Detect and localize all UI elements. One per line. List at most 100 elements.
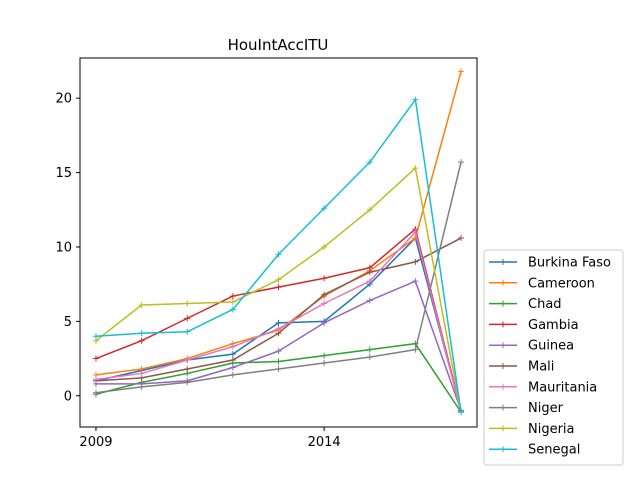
legend-item: Chad bbox=[489, 297, 562, 312]
data-point-marker bbox=[275, 251, 282, 258]
data-point-marker bbox=[92, 389, 99, 396]
plot-area bbox=[79, 57, 478, 428]
legend-marker bbox=[500, 446, 506, 453]
legend-item: Guinea bbox=[489, 339, 574, 354]
legend-item: Cameroon bbox=[489, 276, 595, 291]
legend-marker bbox=[500, 383, 506, 390]
data-point-marker bbox=[184, 365, 191, 372]
legend-label: Senegal bbox=[528, 443, 580, 458]
data-point-marker bbox=[458, 159, 465, 166]
legend-label: Guinea bbox=[528, 339, 574, 354]
legend-marker bbox=[500, 342, 506, 349]
chart-title: HouIntAccITU bbox=[228, 36, 329, 54]
data-point-marker bbox=[366, 278, 373, 285]
data-point-marker bbox=[412, 96, 419, 103]
legend-marker bbox=[500, 363, 506, 369]
y-tick-label: 0 bbox=[64, 389, 72, 404]
y-tick-label: 5 bbox=[64, 315, 72, 330]
data-point-marker bbox=[138, 330, 145, 337]
data-point-marker bbox=[138, 301, 145, 308]
data-point-marker bbox=[366, 269, 373, 276]
plot-frame bbox=[79, 57, 478, 428]
data-point-marker bbox=[321, 291, 328, 298]
data-point-marker bbox=[229, 343, 236, 350]
data-point-marker bbox=[366, 159, 373, 166]
legend: Burkina Faso Cameroon Chad Gambia Guinea Mali… bbox=[483, 249, 624, 466]
series-senegal bbox=[92, 96, 465, 416]
y-tick-label: 20 bbox=[55, 92, 72, 107]
data-point-marker bbox=[321, 275, 328, 282]
data-point-marker bbox=[92, 376, 99, 383]
legend-marker bbox=[500, 321, 506, 328]
legend-label: Mauritania bbox=[528, 380, 597, 395]
legend-label: Nigeria bbox=[528, 422, 575, 437]
legend-marker bbox=[500, 425, 506, 432]
data-point-marker bbox=[229, 364, 236, 371]
data-point-marker bbox=[275, 365, 282, 372]
x-axis: 2009 2014 bbox=[79, 427, 341, 450]
data-point-marker bbox=[458, 409, 465, 416]
series-mauritania bbox=[92, 229, 465, 416]
data-point-marker bbox=[321, 300, 328, 307]
legend-item: Senegal bbox=[489, 443, 580, 458]
data-point-marker bbox=[184, 328, 191, 335]
data-point-marker bbox=[321, 205, 328, 212]
data-point-marker bbox=[229, 371, 236, 378]
data-point-marker bbox=[366, 354, 373, 361]
data-point-marker bbox=[184, 300, 191, 307]
data-point-marker bbox=[138, 383, 145, 390]
data-point-marker bbox=[321, 243, 328, 250]
legend-label: Burkina Faso bbox=[528, 256, 611, 271]
data-point-marker bbox=[184, 315, 191, 322]
legend-label: Niger bbox=[528, 401, 564, 416]
legend-box bbox=[483, 249, 624, 466]
x-tick-label: 2014 bbox=[308, 435, 341, 450]
legend-marker bbox=[500, 259, 506, 265]
data-point-marker bbox=[92, 333, 99, 340]
legend-label: Cameroon bbox=[528, 276, 595, 291]
legend-item: Nigeria bbox=[489, 422, 575, 437]
data-point-marker bbox=[412, 258, 419, 265]
data-point-marker bbox=[458, 68, 465, 75]
data-point-marker bbox=[458, 235, 465, 242]
data-point-marker bbox=[229, 357, 236, 364]
series-lines bbox=[92, 68, 465, 416]
legend-marker bbox=[500, 300, 506, 307]
data-point-marker bbox=[412, 165, 419, 172]
y-tick-label: 10 bbox=[55, 240, 72, 255]
legend-item: Mali bbox=[489, 360, 554, 375]
data-point-marker bbox=[275, 319, 282, 326]
data-point-marker bbox=[138, 370, 145, 377]
data-point-marker bbox=[275, 276, 282, 283]
y-tick-label: 15 bbox=[55, 166, 72, 181]
data-point-marker bbox=[275, 325, 282, 332]
data-point-marker bbox=[366, 206, 373, 213]
legend-label: Mali bbox=[528, 360, 554, 375]
data-point-marker bbox=[229, 306, 236, 313]
legend-item: Burkina Faso bbox=[489, 256, 611, 271]
data-point-marker bbox=[366, 297, 373, 304]
legend-item: Gambia bbox=[489, 318, 579, 333]
series-nigeria bbox=[92, 165, 465, 416]
legend-marker bbox=[500, 404, 506, 411]
series-niger bbox=[92, 159, 465, 396]
data-point-marker bbox=[229, 351, 236, 358]
data-point-marker bbox=[321, 319, 328, 326]
data-point-marker bbox=[184, 379, 191, 386]
data-point-marker bbox=[275, 284, 282, 291]
data-point-marker bbox=[275, 358, 282, 365]
data-point-marker bbox=[229, 299, 236, 306]
data-point-marker bbox=[412, 229, 419, 236]
y-axis: 0 5 10 15 20 bbox=[55, 92, 80, 404]
data-point-marker bbox=[366, 346, 373, 353]
data-point-marker bbox=[229, 293, 236, 300]
x-tick-label: 2009 bbox=[79, 435, 112, 450]
data-point-marker bbox=[138, 337, 145, 344]
legend-label: Chad bbox=[528, 297, 562, 312]
data-point-marker bbox=[412, 278, 419, 285]
legend-label: Gambia bbox=[528, 318, 579, 333]
data-point-marker bbox=[321, 352, 328, 359]
data-point-marker bbox=[412, 346, 419, 353]
data-point-marker bbox=[92, 355, 99, 362]
